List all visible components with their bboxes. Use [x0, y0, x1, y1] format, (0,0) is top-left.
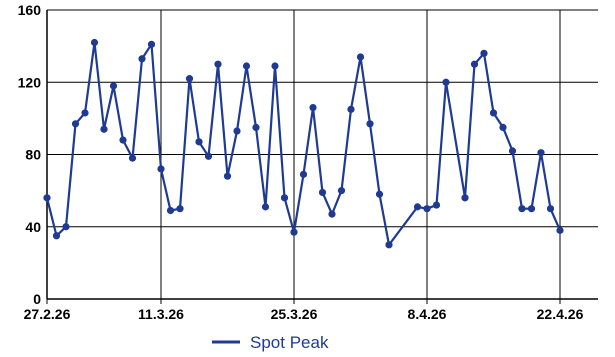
data-point [556, 226, 564, 234]
data-point [185, 75, 194, 83]
series-layer [43, 38, 564, 249]
x-tick-label: 25.3.26 [271, 306, 318, 322]
data-point [470, 60, 479, 68]
x-tick-label: 22.4.26 [537, 306, 584, 322]
data-point [413, 203, 422, 211]
data-point [100, 125, 108, 133]
y-tick-label: 40 [25, 219, 41, 235]
data-point [299, 170, 308, 178]
data-point [290, 228, 298, 236]
legend-label-spot-peak: Spot Peak [250, 333, 329, 352]
x-tick-label: 27.2.26 [24, 306, 71, 322]
data-point [109, 82, 118, 90]
data-point [271, 62, 279, 70]
data-point [233, 127, 241, 135]
data-point [261, 203, 270, 211]
data-point [546, 205, 555, 213]
data-point [461, 194, 469, 202]
data-point [518, 205, 526, 213]
data-point [375, 190, 384, 198]
data-point [157, 165, 165, 173]
data-point [537, 149, 545, 157]
data-point [423, 205, 431, 213]
data-point [442, 78, 450, 86]
data-point [90, 38, 99, 47]
data-point [480, 49, 488, 57]
data-point [195, 138, 203, 146]
data-point [328, 210, 336, 218]
data-point [52, 232, 61, 240]
data-point [81, 109, 89, 117]
data-point [432, 201, 441, 209]
data-point [71, 120, 80, 128]
data-point [62, 223, 70, 231]
y-tick-label: 160 [18, 2, 42, 18]
y-tick-label: 80 [25, 147, 41, 163]
series-line-spot-peak [45, 41, 562, 246]
y-tick-labels: 0 40 80 120 160 [18, 2, 42, 307]
data-point [318, 188, 327, 197]
data-point [128, 154, 137, 162]
data-point [138, 55, 146, 63]
data-point [280, 194, 289, 202]
data-point [508, 147, 517, 155]
legend: Spot Peak [212, 333, 329, 352]
data-point [385, 241, 393, 249]
x-tick-label: 11.3.26 [138, 306, 184, 322]
data-point [242, 62, 251, 70]
data-point [119, 136, 127, 144]
data-point [489, 109, 498, 117]
data-point [166, 206, 175, 215]
data-point [176, 205, 184, 213]
data-point [356, 53, 365, 61]
x-tick-label: 8.4.26 [408, 306, 447, 322]
axes [46, 10, 598, 304]
data-point [499, 123, 507, 132]
data-point [223, 172, 232, 180]
data-point [527, 205, 536, 213]
x-tick-labels: 27.2.26 11.3.26 25.3.26 8.4.26 22.4.26 [24, 306, 584, 322]
data-point [337, 187, 346, 195]
data-point [252, 123, 260, 132]
y-tick-label: 120 [18, 74, 42, 90]
data-point [309, 103, 317, 112]
data-point [147, 40, 156, 48]
y-tick-label: 0 [33, 291, 41, 307]
data-point [43, 194, 51, 202]
data-point [204, 152, 213, 160]
data-point [366, 120, 374, 128]
data-point [347, 105, 355, 113]
data-point [214, 60, 222, 68]
